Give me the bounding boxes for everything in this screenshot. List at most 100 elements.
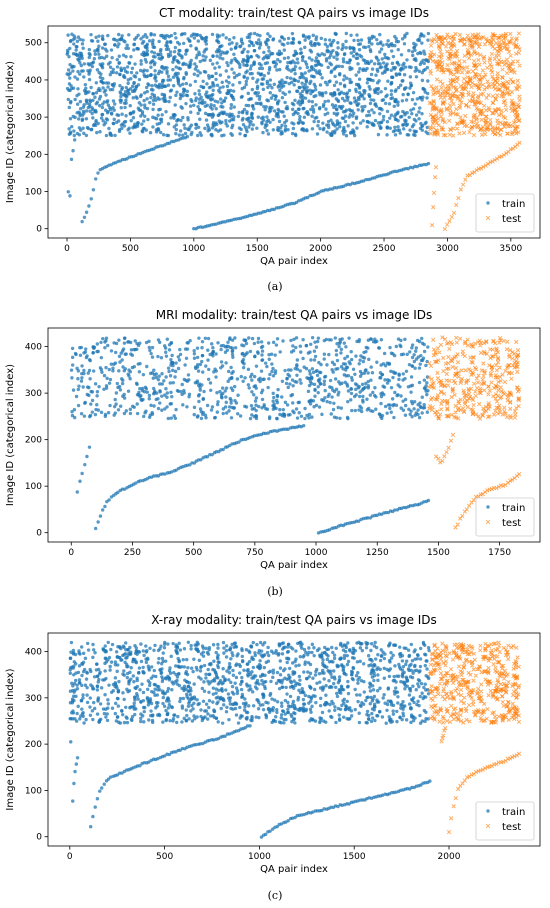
train-point (322, 357, 326, 361)
test-point (442, 36, 448, 41)
train-point (365, 397, 369, 401)
train-point (109, 349, 114, 353)
train-point (403, 65, 408, 69)
train-point (322, 53, 327, 57)
train-point (157, 382, 162, 386)
train-point (403, 35, 407, 39)
test-point (482, 103, 487, 108)
train-point (186, 373, 191, 377)
train-point (161, 133, 166, 137)
train-point (255, 94, 259, 98)
train-point (90, 398, 95, 403)
test-point (462, 395, 467, 401)
train-point (346, 659, 351, 664)
test-point (502, 124, 507, 129)
train-point (223, 405, 228, 409)
train-point (165, 405, 169, 409)
test-point (456, 405, 461, 411)
train-point (393, 133, 398, 137)
test-point (477, 81, 483, 87)
train-point (318, 126, 322, 131)
train-point (136, 122, 140, 127)
train-point (293, 98, 297, 103)
test-point (472, 112, 478, 117)
train-point (88, 696, 92, 700)
train-point (310, 58, 314, 62)
train-point (339, 90, 344, 94)
test-point (487, 56, 493, 61)
train-point (70, 346, 75, 351)
test-point (431, 99, 437, 105)
train-point (71, 149, 75, 153)
train-point (278, 59, 282, 64)
train-point (420, 78, 425, 83)
test-point (450, 93, 455, 98)
train-point (411, 53, 415, 58)
train-point (274, 715, 278, 719)
train-point (304, 35, 309, 39)
train-point (372, 98, 376, 102)
train-point (379, 363, 383, 367)
train-point (309, 65, 314, 69)
test-point (447, 103, 453, 108)
test-point (493, 97, 498, 102)
train-point (111, 366, 115, 370)
train-point (145, 97, 149, 101)
train-point (235, 42, 239, 46)
train-point (311, 33, 315, 38)
train-point (374, 73, 378, 77)
train-point (99, 116, 104, 120)
test-point (481, 361, 486, 366)
train-point (414, 357, 419, 361)
train-point (334, 80, 339, 84)
train-point (82, 721, 86, 725)
train-point (199, 35, 204, 40)
train-point (103, 346, 107, 350)
train-point (218, 86, 222, 90)
test-point (469, 170, 475, 176)
train-point (367, 109, 371, 114)
train-point (377, 412, 382, 416)
train-point (360, 109, 364, 113)
train-point (69, 368, 74, 372)
train-point (370, 711, 374, 716)
train-point (255, 126, 259, 130)
test-point (428, 53, 433, 58)
test-point (473, 82, 478, 88)
train-point (90, 64, 95, 69)
train-point (87, 385, 91, 390)
train-point (329, 53, 333, 57)
train-point (177, 133, 181, 137)
train-point (329, 43, 333, 48)
train-point (414, 411, 419, 415)
train-point (348, 77, 352, 82)
test-point (515, 87, 520, 92)
train-point (258, 379, 262, 384)
test-point (444, 366, 449, 371)
train-point (333, 66, 338, 70)
test-point (473, 389, 478, 394)
train-point (210, 115, 215, 119)
train-point (114, 391, 119, 395)
train-point (113, 133, 117, 138)
train-point (404, 659, 409, 663)
train-point (122, 101, 127, 105)
train-point (299, 75, 303, 79)
train-point (379, 401, 383, 406)
train-point (143, 33, 148, 37)
train-point (256, 351, 260, 355)
train-point (178, 352, 183, 357)
train-point (353, 382, 358, 386)
test-point (455, 522, 460, 527)
train-point (345, 98, 350, 102)
test-point (497, 403, 502, 408)
x-tick-label: 250 (124, 548, 141, 558)
train-point (179, 105, 183, 109)
test-point (456, 195, 461, 201)
train-point (260, 353, 264, 357)
train-point (235, 377, 240, 381)
train-point (136, 33, 140, 37)
train-point (85, 392, 89, 397)
train-point (229, 47, 233, 51)
